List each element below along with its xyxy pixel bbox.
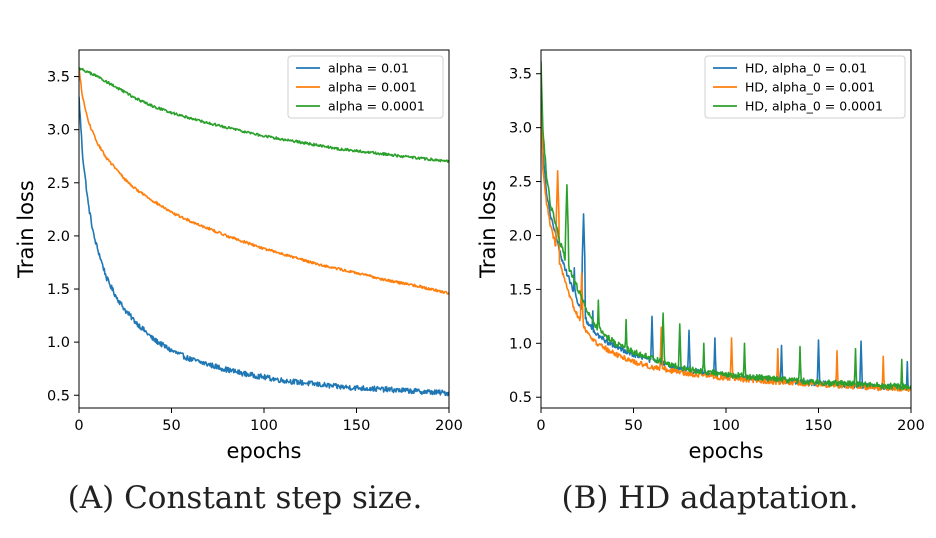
caption-b: (B) HD adaptation. — [561, 480, 859, 516]
legend-box — [704, 55, 906, 119]
x-tick-label: 150 — [343, 418, 371, 434]
y-tick-label: 1.0 — [47, 335, 70, 351]
x-tick-label: 50 — [162, 418, 180, 434]
legend-label: HD, alpha_0 = 0.001 — [745, 80, 875, 95]
series-line-2 — [541, 61, 911, 391]
x-tick-label: 0 — [536, 418, 545, 434]
series-group — [79, 67, 449, 397]
x-axis-label: epochs — [227, 439, 302, 463]
x-axis-label: epochs — [689, 439, 764, 463]
legend-label: HD, alpha_0 = 0.0001 — [745, 99, 883, 114]
legend: HD, alpha_0 = 0.01 HD, alpha_0 = 0.001 HD,… — [704, 55, 906, 119]
y-tick-label: 3.0 — [47, 123, 70, 139]
x-tick-label: 100 — [250, 418, 278, 434]
chart-a: 0 50 100 150 200 0.5 1.0 1.5 2.0 2.5 3.0 3.5 epochs T… — [14, 49, 463, 463]
x-tick-label: 0 — [74, 418, 83, 434]
chart-b: 0 50 100 150 200 0.5 1.0 1.5 2.0 2.5 3.0 3.5 epochs T… — [476, 49, 925, 463]
y-tick-label: 1.0 — [509, 336, 532, 352]
series-line-2 — [79, 67, 449, 163]
y-tick-label: 0.5 — [47, 388, 70, 404]
legend-label: alpha = 0.01 — [328, 61, 409, 76]
legend: alpha = 0.01 alpha = 0.001 alpha = 0.0001 — [287, 55, 444, 119]
y-tick-label: 0.5 — [509, 390, 532, 406]
caption-a: (A) Constant step size. — [67, 480, 423, 516]
x-tick-label: 200 — [435, 418, 463, 434]
series-group — [541, 61, 911, 393]
x-tick-label: 200 — [897, 418, 925, 434]
x-tick-label: 100 — [712, 418, 740, 434]
legend-label: alpha = 0.001 — [328, 80, 417, 95]
y-axis-label: Train loss — [14, 180, 38, 279]
series-line-1 — [79, 68, 449, 295]
y-tick-label: 2.5 — [509, 175, 532, 191]
y-tick-label: 3.5 — [509, 67, 532, 83]
x-tick-label: 50 — [624, 418, 642, 434]
y-axis-label: Train loss — [476, 180, 500, 279]
legend-label: alpha = 0.0001 — [328, 99, 425, 114]
y-tick-label: 3.5 — [47, 70, 70, 86]
y-tick-label: 3.0 — [509, 121, 532, 137]
y-tick-label: 2.0 — [47, 229, 70, 245]
x-tick-label: 150 — [805, 418, 833, 434]
y-tick-label: 1.5 — [47, 282, 70, 298]
series-line-1 — [541, 72, 911, 393]
y-tick-label: 2.0 — [509, 228, 532, 244]
legend-label: HD, alpha_0 = 0.01 — [745, 61, 867, 76]
y-tick-label: 2.5 — [47, 176, 70, 192]
y-tick-label: 1.5 — [509, 282, 532, 298]
legend-box — [287, 55, 444, 119]
series-line-0 — [79, 96, 449, 397]
